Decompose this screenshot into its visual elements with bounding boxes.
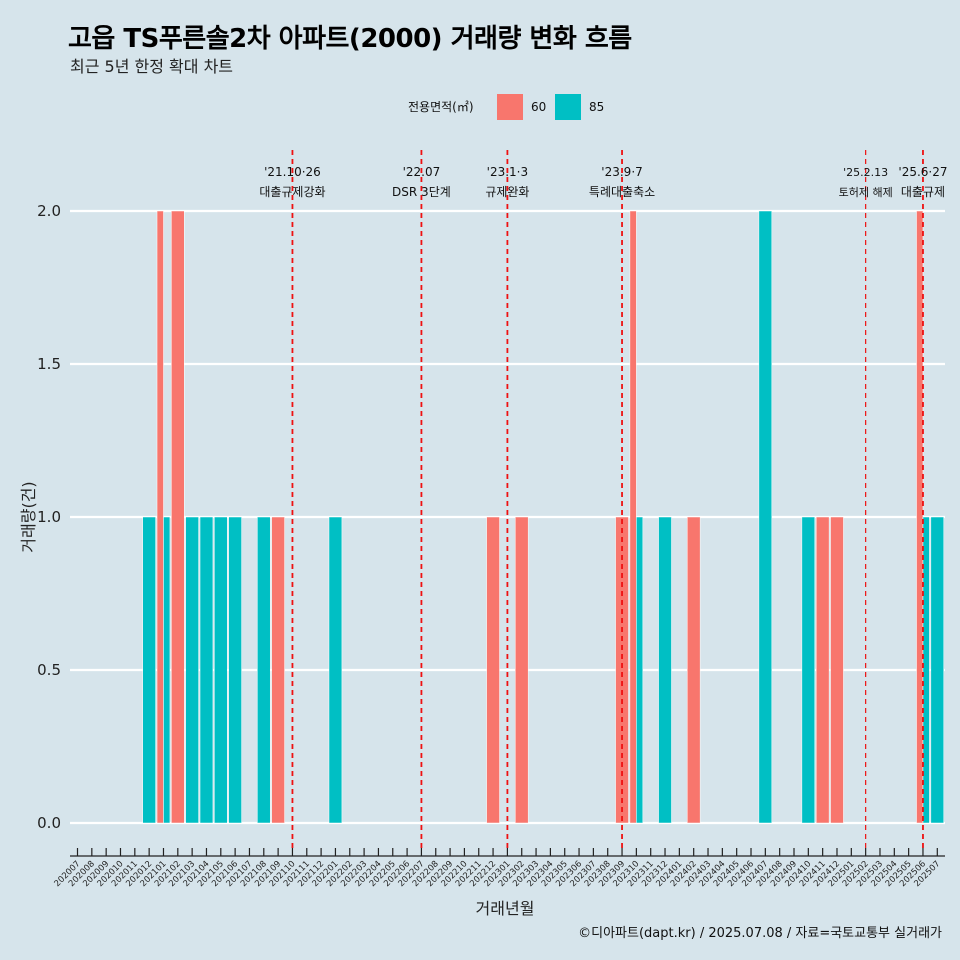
legend-label-85: 85 bbox=[589, 100, 604, 114]
bar-85-202012 bbox=[142, 516, 156, 824]
bar-85-202407 bbox=[758, 210, 773, 824]
bar-60-202109 bbox=[271, 516, 285, 824]
bar-85-202507 bbox=[930, 516, 944, 824]
event-name-label: DSR 3단계 bbox=[392, 185, 451, 199]
caption: ©디아파트(dapt.kr) / 2025.07.08 / 자료=국토교통부 실… bbox=[578, 926, 942, 941]
event-date-label: '25.6·27 bbox=[898, 165, 947, 179]
event-name-label: 대출규제 bbox=[901, 185, 945, 199]
bar-85-202506 bbox=[922, 516, 930, 824]
event-date-label: '23.9·7 bbox=[601, 165, 642, 179]
bar-60-202101 bbox=[156, 210, 164, 824]
y-tick-label: 2.0 bbox=[37, 202, 61, 220]
y-tick-label: 1.0 bbox=[37, 508, 61, 526]
y-tick-label: 1.5 bbox=[37, 355, 61, 373]
bar-60-202310 bbox=[629, 210, 637, 824]
event-date-label: '23.1·3 bbox=[487, 165, 528, 179]
bar-60-202506 bbox=[916, 210, 924, 824]
chart-subtitle: 최근 5년 한정 확대 차트 bbox=[70, 57, 234, 76]
bar-60-202102 bbox=[171, 210, 185, 824]
bar-60-202411 bbox=[815, 516, 830, 824]
y-tick-label: 0.0 bbox=[37, 814, 61, 832]
bar-60-202212 bbox=[486, 516, 500, 824]
bars bbox=[142, 210, 944, 824]
bar-85-202106 bbox=[228, 516, 242, 824]
event-date-label: '21.10·26 bbox=[264, 165, 321, 179]
y-axis-title: 거래량(건) bbox=[19, 481, 38, 552]
x-axis-title: 거래년월 bbox=[476, 899, 535, 918]
event-annotations: '21.10·26 대출규제강화 '22.07 DSR 3단계 '23.1·3 규제완화 '… bbox=[259, 165, 947, 199]
chart-title: 고읍 TS푸른솔2차 아파트(2000) 거래량 변화 흐름 bbox=[68, 24, 632, 54]
bar-60-202412 bbox=[830, 516, 844, 824]
bar-85-202108 bbox=[257, 516, 271, 824]
event-date-label: '25.2.13 bbox=[843, 166, 888, 179]
legend-title: 전용면적(㎡) bbox=[408, 100, 474, 114]
event-name-label: 토허제 해제 bbox=[839, 185, 893, 199]
legend-label-60: 60 bbox=[531, 100, 546, 114]
y-tick-label: 0.5 bbox=[37, 661, 61, 679]
event-date-label: '22.07 bbox=[403, 165, 441, 179]
legend-swatch-60 bbox=[497, 94, 523, 120]
bar-85-202410 bbox=[801, 516, 816, 824]
bar-85-202312 bbox=[658, 516, 672, 824]
event-name-label: 특례대출축소 bbox=[589, 185, 655, 199]
y-axis: 0.0 0.5 1.0 1.5 2.0 bbox=[37, 202, 61, 832]
bar-85-202105 bbox=[214, 516, 228, 824]
bar-60-202402 bbox=[686, 516, 701, 824]
bar-85-202201 bbox=[328, 516, 343, 824]
bar-85-202103 bbox=[185, 516, 199, 824]
event-name-label: 대출규제강화 bbox=[259, 185, 325, 199]
x-axis: 2020072020082020092020102020112020122021… bbox=[53, 848, 945, 889]
bar-60-202309 bbox=[615, 516, 629, 824]
event-name-label: 규제완화 bbox=[485, 185, 529, 199]
legend-swatch-85 bbox=[555, 94, 581, 120]
bar-85-202104 bbox=[199, 516, 214, 824]
bar-85-202310 bbox=[636, 516, 644, 824]
legend: 전용면적(㎡) 60 85 bbox=[408, 94, 604, 120]
bar-85-202101 bbox=[163, 516, 171, 824]
bar-60-202302 bbox=[515, 516, 529, 824]
